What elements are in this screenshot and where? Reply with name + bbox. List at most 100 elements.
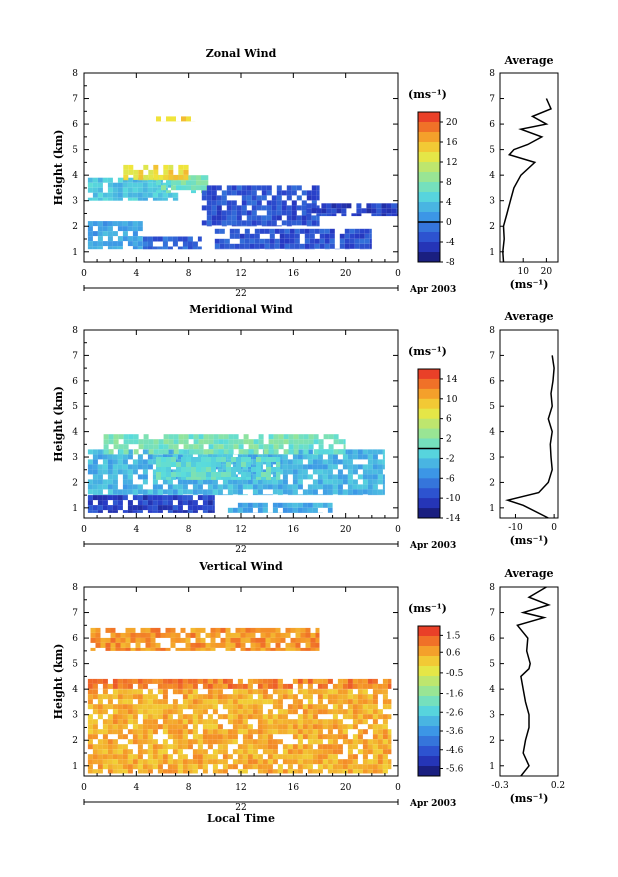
data-cell [233, 749, 238, 754]
data-cell [158, 193, 163, 198]
data-cell [248, 739, 253, 744]
data-cell [323, 724, 328, 729]
data-cell [295, 239, 300, 244]
data-cell [93, 193, 98, 198]
data-cell [128, 489, 133, 494]
data-cell [338, 689, 343, 694]
data-cell [388, 679, 392, 684]
data-cell [320, 239, 325, 244]
data-cell [123, 489, 128, 494]
average-y-tick-label: 2 [489, 222, 495, 232]
data-cell [363, 744, 368, 749]
data-cell [113, 231, 118, 236]
data-cell [93, 454, 98, 459]
data-cell [138, 459, 143, 464]
data-cell [158, 494, 163, 495]
data-cell [138, 699, 143, 704]
data-cell [153, 709, 158, 714]
data-cell [174, 444, 179, 449]
data-cell [232, 185, 237, 190]
data-cell [258, 729, 263, 734]
data-cell [360, 234, 365, 239]
data-cell [118, 188, 123, 193]
data-cell [208, 484, 213, 489]
data-cell [263, 689, 268, 694]
data-cell [207, 220, 212, 225]
data-cell [288, 709, 293, 714]
data-cell [258, 689, 263, 694]
data-cell [253, 699, 258, 704]
data-cell [232, 220, 237, 225]
data-cell [259, 434, 264, 439]
colorbar-segment [418, 498, 440, 508]
data-cell [317, 185, 320, 190]
data-cell [116, 643, 121, 648]
data-cell [133, 183, 138, 188]
data-cell [153, 484, 158, 489]
data-cell [217, 220, 222, 225]
average-x-label: (ms⁻¹) [510, 534, 549, 547]
data-cell [293, 734, 298, 739]
data-cell [219, 449, 224, 454]
data-cell [163, 198, 168, 201]
data-cell [124, 449, 129, 454]
data-cell [229, 439, 234, 444]
data-cell [118, 749, 123, 754]
data-cell [228, 729, 233, 734]
data-cell [143, 500, 148, 505]
colorbar-tick-label: -5.6 [446, 765, 464, 775]
data-cell [290, 239, 295, 244]
data-cell [121, 633, 126, 638]
data-cell [144, 434, 149, 439]
data-cell [158, 237, 163, 242]
data-cell [221, 457, 226, 462]
data-cell [215, 239, 220, 244]
data-cell [345, 234, 350, 239]
data-cell [113, 744, 118, 749]
data-cell [308, 749, 313, 754]
data-cell [124, 439, 129, 444]
data-cell [203, 510, 208, 513]
data-cell [178, 494, 183, 495]
data-cell [133, 246, 138, 249]
data-cell [199, 439, 204, 444]
data-cell [119, 434, 124, 439]
data-cell [302, 210, 307, 215]
average-y-tick-label: 5 [489, 402, 495, 412]
data-cell [313, 508, 318, 513]
data-cell [343, 724, 348, 729]
data-cell [333, 769, 338, 773]
data-cell [303, 494, 308, 495]
data-cell [307, 220, 312, 225]
data-cell [383, 494, 385, 495]
data-cell [243, 734, 248, 739]
data-cell [271, 648, 276, 651]
data-cell [228, 479, 233, 484]
data-cell [98, 198, 103, 201]
data-cell [204, 439, 209, 444]
data-cell [163, 729, 168, 734]
data-cell [383, 759, 388, 764]
data-cell [273, 489, 278, 494]
data-cell [263, 484, 268, 489]
data-cell [108, 178, 113, 183]
data-cell [259, 439, 264, 444]
data-cell [220, 229, 225, 234]
data-cell [338, 489, 343, 494]
data-cell [228, 704, 233, 709]
colorbar-segment [418, 488, 440, 498]
data-cell [168, 247, 173, 250]
data-cell [278, 754, 283, 759]
panel-title: Meridional Wind [189, 303, 293, 316]
data-cell [188, 247, 193, 250]
data-cell [283, 714, 288, 719]
data-cell [153, 198, 158, 201]
data-cell [188, 505, 193, 510]
data-cell [213, 495, 215, 500]
data-cell [158, 709, 163, 714]
data-cell [118, 183, 123, 188]
data-cell [213, 679, 218, 684]
data-cell [363, 709, 368, 714]
data-cell [343, 479, 348, 484]
